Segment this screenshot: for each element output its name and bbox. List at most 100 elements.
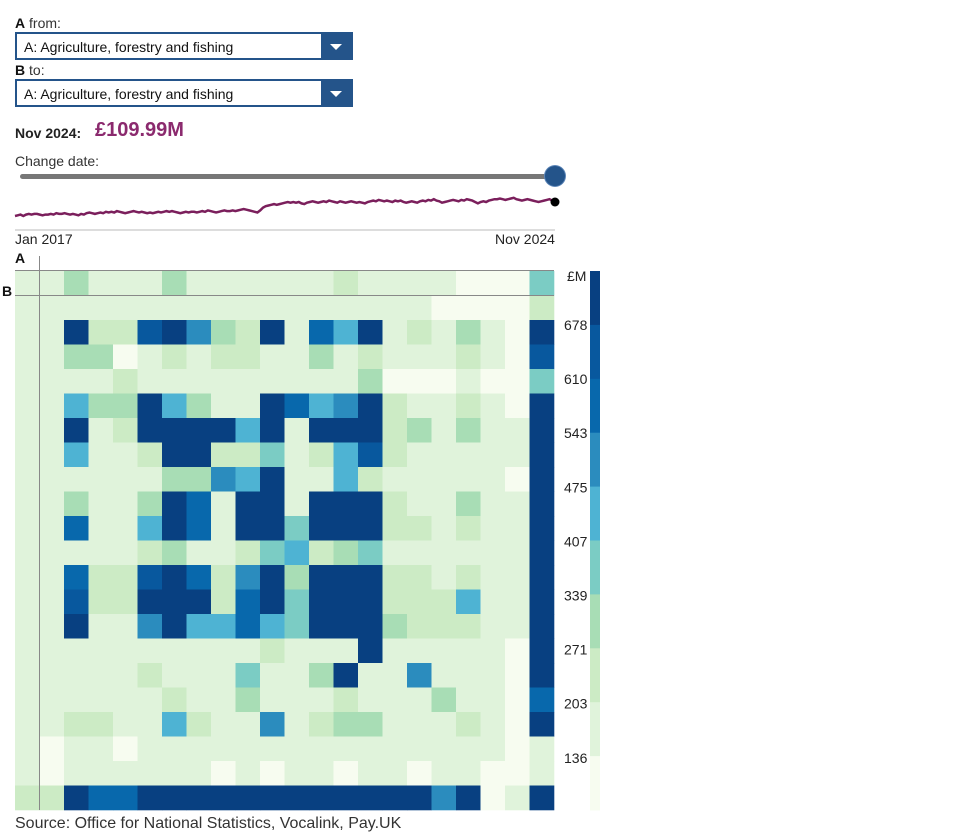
heatmap-cell[interactable] — [309, 271, 334, 296]
heatmap-cell[interactable] — [309, 638, 334, 664]
heatmap-cell[interactable] — [480, 418, 506, 443]
heatmap-cell[interactable] — [137, 295, 163, 321]
heatmap-cell[interactable] — [137, 516, 163, 541]
heatmap-cell[interactable] — [39, 712, 65, 737]
heatmap-cell[interactable] — [431, 393, 457, 419]
heatmap-cell[interactable] — [382, 393, 408, 419]
heatmap-cell[interactable] — [64, 638, 89, 664]
heatmap-cell[interactable] — [529, 295, 555, 321]
heatmap-cell[interactable] — [88, 516, 114, 541]
heatmap-cell[interactable] — [186, 761, 212, 786]
heatmap-cell[interactable] — [284, 736, 310, 762]
heatmap-cell[interactable] — [407, 638, 432, 664]
heatmap-cell[interactable] — [480, 663, 506, 688]
heatmap-cell[interactable] — [15, 614, 40, 639]
heatmap-cell[interactable] — [162, 271, 187, 296]
heatmap-cell[interactable] — [333, 785, 359, 811]
heatmap-cell[interactable] — [480, 614, 506, 639]
heatmap-cell[interactable] — [64, 295, 89, 321]
heatmap-cell[interactable] — [64, 785, 89, 811]
heatmap-cell[interactable] — [15, 565, 40, 590]
heatmap-cell[interactable] — [186, 271, 212, 296]
heatmap-cell[interactable] — [211, 565, 236, 590]
heatmap-cell[interactable] — [88, 589, 114, 615]
heatmap-cell[interactable] — [309, 785, 334, 811]
heatmap-cell[interactable] — [309, 295, 334, 321]
heatmap-cell[interactable] — [113, 761, 138, 786]
heatmap-cell[interactable] — [113, 369, 138, 394]
heatmap-cell[interactable] — [480, 589, 506, 615]
heatmap-cell[interactable] — [480, 344, 506, 370]
heatmap-cell[interactable] — [431, 589, 457, 615]
heatmap-cell[interactable] — [505, 369, 530, 394]
heatmap-cell[interactable] — [333, 712, 359, 737]
heatmap-cell[interactable] — [15, 442, 40, 468]
heatmap-cell[interactable] — [64, 516, 89, 541]
heatmap-cell[interactable] — [382, 271, 408, 296]
heatmap-cell[interactable] — [382, 540, 408, 566]
heatmap-cell[interactable] — [529, 687, 555, 713]
heatmap-cell[interactable] — [309, 393, 334, 419]
heatmap-cell[interactable] — [162, 369, 187, 394]
heatmap-cell[interactable] — [162, 295, 187, 321]
heatmap-cell[interactable] — [284, 467, 310, 492]
heatmap-cell[interactable] — [15, 736, 40, 762]
heatmap-cell[interactable] — [309, 442, 334, 468]
heatmap-cell[interactable] — [211, 589, 236, 615]
heatmap-cell[interactable] — [15, 369, 40, 394]
heatmap-cell[interactable] — [382, 320, 408, 345]
heatmap-cell[interactable] — [431, 761, 457, 786]
heatmap-cell[interactable] — [235, 516, 261, 541]
heatmap-cell[interactable] — [456, 295, 481, 321]
heatmap-cell[interactable] — [407, 491, 432, 517]
heatmap-cell[interactable] — [162, 663, 187, 688]
heatmap-cell[interactable] — [15, 418, 40, 443]
heatmap-cell[interactable] — [456, 467, 481, 492]
heatmap-cell[interactable] — [480, 467, 506, 492]
heatmap-cell[interactable] — [505, 712, 530, 737]
heatmap-cell[interactable] — [358, 369, 383, 394]
heatmap-cell[interactable] — [64, 614, 89, 639]
heatmap-cell[interactable] — [407, 320, 432, 345]
heatmap-cell[interactable] — [358, 736, 383, 762]
heatmap-cell[interactable] — [137, 589, 163, 615]
heatmap-cell[interactable] — [431, 785, 457, 811]
heatmap-cell[interactable] — [456, 687, 481, 713]
heatmap-cell[interactable] — [480, 320, 506, 345]
heatmap-cell[interactable] — [137, 369, 163, 394]
heatmap-cell[interactable] — [162, 320, 187, 345]
heatmap-cell[interactable] — [382, 565, 408, 590]
heatmap-cell[interactable] — [382, 687, 408, 713]
heatmap-cell[interactable] — [186, 638, 212, 664]
heatmap-cell[interactable] — [358, 712, 383, 737]
heatmap-cell[interactable] — [309, 491, 334, 517]
heatmap-cell[interactable] — [529, 540, 555, 566]
heatmap-cell[interactable] — [15, 785, 40, 811]
to-dropdown-button[interactable] — [321, 81, 351, 105]
heatmap-cell[interactable] — [15, 589, 40, 615]
heatmap-cell[interactable] — [505, 491, 530, 517]
heatmap-cell[interactable] — [260, 344, 285, 370]
heatmap-cell[interactable] — [211, 614, 236, 639]
heatmap-cell[interactable] — [529, 565, 555, 590]
heatmap-cell[interactable] — [162, 467, 187, 492]
heatmap-cell[interactable] — [309, 761, 334, 786]
heatmap-cell[interactable] — [186, 467, 212, 492]
heatmap-cell[interactable] — [137, 638, 163, 664]
heatmap-cell[interactable] — [235, 663, 261, 688]
heatmap-cell[interactable] — [431, 663, 457, 688]
heatmap-cell[interactable] — [186, 491, 212, 517]
heatmap-cell[interactable] — [456, 442, 481, 468]
heatmap-cell[interactable] — [186, 785, 212, 811]
heatmap-cell[interactable] — [431, 369, 457, 394]
heatmap-cell[interactable] — [284, 418, 310, 443]
heatmap-cell[interactable] — [88, 614, 114, 639]
heatmap-cell[interactable] — [480, 785, 506, 811]
heatmap-cell[interactable] — [211, 638, 236, 664]
heatmap-cell[interactable] — [15, 344, 40, 370]
date-slider-track[interactable] — [20, 174, 555, 179]
heatmap-cell[interactable] — [162, 442, 187, 468]
heatmap-cell[interactable] — [333, 418, 359, 443]
heatmap-cell[interactable] — [260, 785, 285, 811]
heatmap-cell[interactable] — [480, 712, 506, 737]
